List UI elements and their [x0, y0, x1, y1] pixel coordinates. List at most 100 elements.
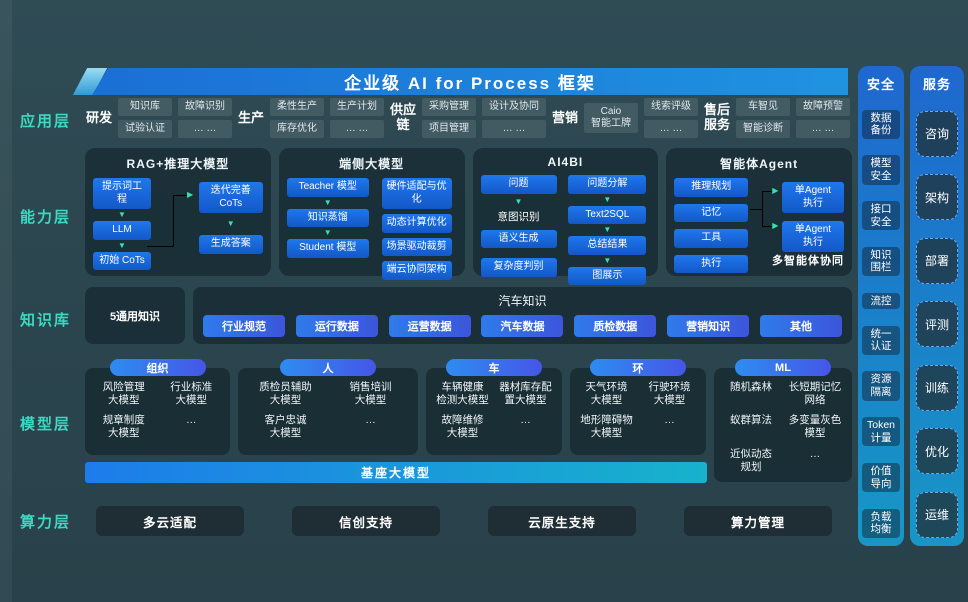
- app-group-rnd: 研发 知识库 试验认证 故障识别 … …: [86, 98, 233, 138]
- layer-label-compute: 算力层: [20, 514, 72, 531]
- knowledge-pill: 其他: [759, 315, 842, 337]
- model-layer-row: 组织 风险管理 大模型 行业标准 大模型 规章制度 大模型 … 人 质检员辅助 …: [85, 359, 852, 482]
- flow-step: 动态计算优化: [381, 214, 452, 233]
- down-arrow-icon: ▼: [603, 225, 612, 234]
- flow-column: 迭代完善 CoTs ▼ 生成答案: [159, 178, 263, 270]
- framework-title-banner: 企业级 AI for Process 框架: [92, 68, 848, 95]
- flow-step: 生成答案: [198, 235, 263, 254]
- model-item: 长短期记忆 网络: [788, 381, 842, 407]
- layer-label-application: 应用层: [20, 113, 72, 130]
- model-item: 风险管理 大模型: [102, 381, 145, 407]
- auto-knowledge-title: 汽车知识: [498, 294, 547, 308]
- flow-column: 推理规划 记忆 工具 执行: [674, 178, 749, 273]
- knowledge-pill-row: 行业规范 运行数据 运营数据 汽车数据 质检数据 营销知识 其他: [203, 315, 842, 337]
- compute-box: 算力管理: [684, 506, 832, 536]
- model-item-dots: …: [664, 414, 675, 427]
- base-model-bar: 基座大模型: [85, 462, 707, 483]
- security-item: 价值 导向: [862, 462, 900, 493]
- model-item: 近似动态 规划: [730, 447, 772, 473]
- flow-step: 工具: [674, 229, 749, 248]
- app-chip-line: 智能工牌: [590, 118, 631, 129]
- chip-column: 知识库 试验认证: [118, 98, 173, 138]
- flow-step: 单Agent 执行: [782, 182, 844, 213]
- flow-step: 知识蒸馏: [286, 208, 369, 227]
- app-group-supply-chain: 供应 链 采购管理 项目管理 设计及协同 … …: [390, 98, 546, 138]
- connector-line: [173, 195, 189, 196]
- app-chip: Caio 智能工牌: [583, 103, 638, 133]
- general-knowledge-box: 5通用知识: [85, 287, 185, 344]
- layer-label-capability: 能力层: [20, 209, 72, 226]
- model-items-grid: 随机森林 长短期记忆 网络 蚁群算法 多变量灰色 模型 近似动态 规划 …: [720, 381, 846, 474]
- app-chip-dots: … …: [643, 120, 698, 138]
- app-group-production: 生产 柔性生产 库存优化 生产计划 … …: [238, 98, 384, 138]
- app-chip: 项目管理: [421, 120, 476, 138]
- flow-step: 语义生成: [480, 229, 557, 248]
- right-arrow-icon: ▶: [772, 186, 779, 195]
- chip-column: 柔性生产 库存优化: [270, 98, 324, 138]
- security-item: 接口 安全: [862, 201, 900, 231]
- model-item: 天气环境 大模型: [585, 381, 628, 407]
- model-items-grid: 天气环境 大模型 行驶环境 大模型 地形障碍物 大模型 …: [576, 381, 700, 441]
- app-group-after-sales: 售后 服务 车智见 智能诊断 故障预警 … …: [704, 98, 850, 138]
- app-group-name: 售后 服务: [703, 102, 730, 132]
- security-item: 统一 认证: [862, 325, 900, 355]
- service-item: 训练: [916, 364, 958, 411]
- flow-column: 硬件适配与优 化 动态计算优化 场景驱动裁剪 端云协同架构: [377, 178, 457, 280]
- app-group-name: 供应 链: [389, 102, 416, 132]
- service-bar: 服务 咨询 架构 部署 评测 训练 优化 运维: [910, 66, 964, 546]
- model-group-tag: ML: [735, 359, 831, 376]
- app-group-name: 营销: [551, 109, 578, 125]
- service-item: 架构: [916, 174, 958, 221]
- layer-label-model: 模型层: [20, 416, 72, 433]
- flow-step: 执行: [674, 254, 749, 273]
- service-item: 咨询: [916, 110, 958, 157]
- model-group-tag: 人: [280, 359, 376, 376]
- app-group-name: 研发: [86, 109, 113, 125]
- model-item: 车辆健康 检测大模型: [436, 381, 489, 407]
- model-item: 质检员辅助 大模型: [259, 381, 312, 407]
- app-chip: 线索评级: [643, 98, 698, 116]
- model-items-grid: 风险管理 大模型 行业标准 大模型 规章制度 大模型 …: [91, 381, 224, 441]
- app-chip: 生产计划: [330, 98, 384, 116]
- compute-box: 多云适配: [96, 506, 244, 536]
- knowledge-pill: 行业规范: [203, 315, 285, 337]
- flow-step: 问题: [480, 175, 557, 194]
- app-chip: 智能诊断: [735, 120, 790, 138]
- app-group-name: 生产: [237, 109, 264, 125]
- knowledge-pill: 运营数据: [388, 315, 471, 337]
- service-item: 优化: [916, 428, 958, 475]
- agent-box: 智能体Agent 推理规划 记忆 工具 执行 单Agent 执行 单Agent …: [666, 148, 852, 276]
- flow-step: 单Agent 执行: [782, 221, 844, 252]
- edge-model-box: 端侧大模型 Teacher 模型 ▼ 知识蒸馏 ▼ Student 模型 硬件适…: [278, 148, 465, 280]
- app-chip: 设计及协同: [481, 98, 546, 116]
- model-item: 蚁群算法: [730, 414, 772, 427]
- right-arrow-icon: ▶: [187, 190, 194, 199]
- model-item: 规章制度 大模型: [102, 414, 145, 440]
- connector-line: [147, 196, 174, 247]
- right-arrow-icon: ▶: [772, 221, 779, 230]
- security-item: 知识 围栏: [862, 246, 900, 276]
- framework-title: 企业级 AI for Process 框架: [344, 74, 596, 93]
- chip-column: 生产计划 … …: [330, 98, 384, 138]
- compute-box: 信创支持: [292, 506, 440, 536]
- flow-step: 硬件适配与优 化: [381, 178, 452, 209]
- security-bar: 安全 数据 备份 模型 安全 接口 安全 知识 围栏 流控 统一 认证 资源 隔…: [858, 66, 904, 546]
- compute-box: 云原生支持: [488, 506, 636, 536]
- app-chip: 库存优化: [270, 120, 324, 138]
- flow-step: Text2SQL: [568, 205, 647, 224]
- app-chip: 故障识别: [178, 98, 233, 116]
- security-item: 数据 备份: [862, 109, 900, 139]
- app-chip: 知识库: [118, 98, 173, 116]
- model-item-dots: …: [365, 414, 376, 427]
- security-item: Token 计量: [862, 417, 900, 447]
- down-arrow-icon: ▼: [323, 228, 332, 237]
- down-arrow-icon: ▼: [226, 219, 235, 228]
- flow-step: 推理规划: [674, 178, 749, 197]
- box-columns: 问题 ▼ 意图识别 语义生成 复杂度判别 问题分解 ▼ Text2SQL ▼ 总…: [480, 175, 651, 285]
- model-group-vehicle: 车 车辆健康 检测大模型 器材库存配 置大模型 故障维修 大模型 …: [426, 359, 562, 455]
- service-title: 服务: [922, 77, 951, 92]
- model-item: 多变量灰色 模型: [788, 414, 842, 440]
- down-arrow-icon: ▼: [118, 210, 126, 219]
- app-chip: 故障预警: [795, 98, 850, 116]
